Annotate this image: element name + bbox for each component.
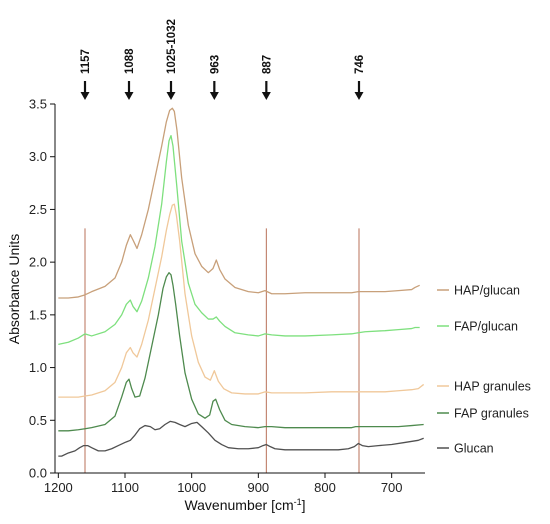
axes (54, 104, 425, 474)
x-axis-ticks: 1200 1100 1000 900 800 700 (44, 473, 403, 495)
y-tick-label: 3.0 (29, 149, 47, 164)
y-axis-ticks: 0.0 0.5 1.0 1.5 2.0 2.5 3.0 3.5 (29, 97, 55, 481)
x-tick-label: 900 (247, 480, 269, 495)
annotation-arrow-head (209, 92, 219, 100)
annotation-arrow-head (354, 92, 364, 100)
x-axis-title-suffix: ] (302, 497, 306, 513)
legend-label: FAP/glucan (454, 320, 518, 334)
y-tick-label: 1.5 (29, 307, 47, 322)
legend: HAP/glucan FAP/glucan HAP granules FAP gran… (437, 284, 531, 456)
annotation-label: 1088 (124, 48, 136, 74)
y-tick-label: 1.0 (29, 360, 47, 375)
reference-lines (84, 228, 360, 473)
y-tick-label: 2.0 (29, 255, 47, 270)
x-tick-label: 800 (314, 480, 336, 495)
legend-label: FAP granules (454, 407, 529, 421)
x-axis-title-superscript: -1 (294, 497, 302, 507)
annotation-arrow-head (80, 92, 90, 100)
annotation-label: 746 (354, 55, 366, 74)
series-line (58, 203, 425, 398)
y-tick-label: 0.5 (29, 413, 47, 428)
peak-annotations: 1157 1088 1025-1032 963 887 746 (80, 19, 366, 100)
annotation-label: 963 (209, 55, 221, 74)
y-tick-label: 0.0 (29, 466, 47, 481)
series-line (58, 134, 420, 346)
x-axis-title: Wavenumber [cm-1] (184, 497, 305, 513)
x-tick-label: 1000 (177, 480, 206, 495)
series-line (58, 272, 424, 432)
series-line (58, 107, 420, 299)
annotation-label: 1025-1032 (166, 19, 178, 74)
annotation-arrow-head (166, 92, 176, 100)
y-tick-label: 3.5 (29, 97, 47, 112)
y-tick-label: 2.5 (29, 202, 47, 217)
x-tick-label: 700 (381, 480, 403, 495)
legend-label: HAP/glucan (454, 284, 520, 298)
annotation-arrow-head (124, 92, 134, 100)
annotation-label: 1157 (80, 49, 92, 74)
series-line (58, 420, 424, 457)
y-axis-title: Absorbance Units (6, 234, 22, 345)
spectra-series (58, 107, 425, 457)
annotation-label: 887 (261, 55, 273, 74)
x-tick-label: 1200 (44, 480, 73, 495)
legend-label: Glucan (454, 442, 494, 456)
legend-label: HAP granules (454, 380, 531, 394)
annotation-arrow-head (261, 92, 271, 100)
x-tick-label: 1100 (111, 480, 139, 495)
